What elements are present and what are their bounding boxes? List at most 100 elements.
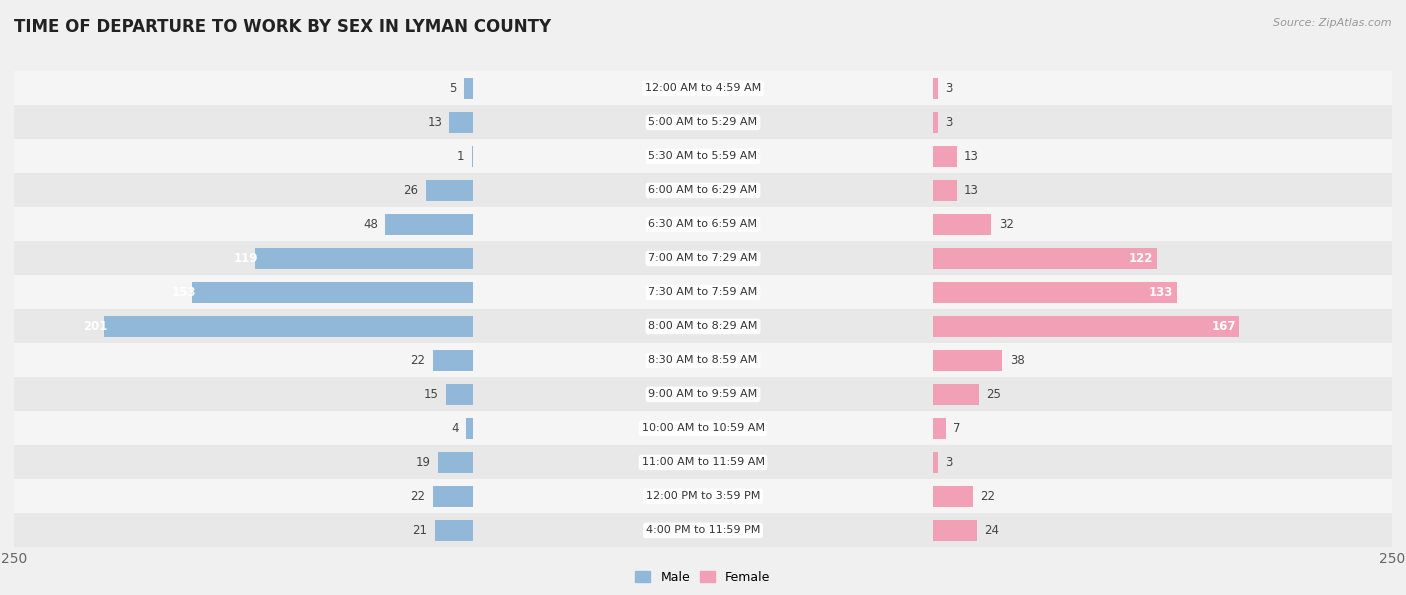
Bar <box>471 146 474 167</box>
Bar <box>932 513 1392 547</box>
Bar <box>932 486 973 506</box>
Bar <box>932 248 1157 268</box>
Bar <box>474 446 932 480</box>
Text: 153: 153 <box>172 286 195 299</box>
Bar <box>474 411 932 446</box>
Bar <box>932 377 1392 411</box>
Bar <box>446 384 474 405</box>
Bar <box>474 173 932 208</box>
Text: 22: 22 <box>411 354 426 367</box>
Text: 3: 3 <box>945 116 953 129</box>
Text: 3: 3 <box>945 82 953 95</box>
Text: 4:00 PM to 11:59 PM: 4:00 PM to 11:59 PM <box>645 525 761 536</box>
Text: 7:30 AM to 7:59 AM: 7:30 AM to 7:59 AM <box>648 287 758 298</box>
Bar <box>439 452 474 472</box>
Text: 7: 7 <box>953 422 960 435</box>
Text: 15: 15 <box>423 388 439 401</box>
Text: 201: 201 <box>83 320 108 333</box>
Bar <box>932 343 1392 377</box>
Bar <box>14 105 474 139</box>
Text: 167: 167 <box>1212 320 1236 333</box>
Bar <box>14 411 474 446</box>
Bar <box>474 275 932 309</box>
Bar <box>932 282 1177 303</box>
Bar <box>14 71 474 105</box>
Bar <box>104 316 474 337</box>
Bar <box>932 146 956 167</box>
Bar <box>14 208 474 242</box>
Text: 133: 133 <box>1149 286 1174 299</box>
Bar <box>14 309 474 343</box>
Bar <box>932 71 1392 105</box>
Bar <box>14 139 474 173</box>
Text: 5:30 AM to 5:59 AM: 5:30 AM to 5:59 AM <box>648 151 758 161</box>
Bar <box>932 411 1392 446</box>
Bar <box>474 309 932 343</box>
Bar <box>932 275 1392 309</box>
Bar <box>932 418 945 439</box>
Bar <box>433 350 474 371</box>
Bar <box>474 480 932 513</box>
Text: 9:00 AM to 9:59 AM: 9:00 AM to 9:59 AM <box>648 389 758 399</box>
Text: 26: 26 <box>404 184 418 197</box>
Bar <box>254 248 474 268</box>
Bar <box>474 343 932 377</box>
Text: 8:00 AM to 8:29 AM: 8:00 AM to 8:29 AM <box>648 321 758 331</box>
Bar <box>14 446 474 480</box>
Text: 3: 3 <box>945 456 953 469</box>
Bar <box>14 275 474 309</box>
Bar <box>932 452 938 472</box>
Bar <box>474 139 932 173</box>
Text: 21: 21 <box>412 524 427 537</box>
Bar <box>14 343 474 377</box>
Bar <box>14 377 474 411</box>
Bar <box>932 78 938 99</box>
Text: 8:30 AM to 8:59 AM: 8:30 AM to 8:59 AM <box>648 355 758 365</box>
Bar <box>932 112 938 133</box>
Bar <box>932 214 991 234</box>
Bar <box>474 208 932 242</box>
Text: 22: 22 <box>980 490 995 503</box>
Bar <box>932 350 1002 371</box>
Bar <box>474 105 932 139</box>
Text: 6:00 AM to 6:29 AM: 6:00 AM to 6:29 AM <box>648 186 758 195</box>
Bar <box>932 208 1392 242</box>
Bar <box>474 71 932 105</box>
Text: 12:00 AM to 4:59 AM: 12:00 AM to 4:59 AM <box>645 83 761 93</box>
Bar <box>932 309 1392 343</box>
Text: 19: 19 <box>416 456 432 469</box>
Bar <box>932 520 977 541</box>
Bar <box>474 242 932 275</box>
Text: 12:00 PM to 3:59 PM: 12:00 PM to 3:59 PM <box>645 491 761 502</box>
Text: 48: 48 <box>363 218 378 231</box>
Bar <box>433 486 474 506</box>
Bar <box>932 173 1392 208</box>
Bar <box>426 180 474 201</box>
Bar <box>932 242 1392 275</box>
Bar <box>474 377 932 411</box>
Text: 32: 32 <box>998 218 1014 231</box>
Bar <box>932 316 1240 337</box>
Text: 7:00 AM to 7:29 AM: 7:00 AM to 7:29 AM <box>648 253 758 264</box>
Bar <box>932 105 1392 139</box>
Text: 119: 119 <box>233 252 259 265</box>
Bar <box>14 242 474 275</box>
Bar <box>932 180 956 201</box>
Text: 11:00 AM to 11:59 AM: 11:00 AM to 11:59 AM <box>641 458 765 468</box>
Text: 24: 24 <box>984 524 1000 537</box>
Text: 25: 25 <box>986 388 1001 401</box>
Bar <box>465 418 474 439</box>
Text: TIME OF DEPARTURE TO WORK BY SEX IN LYMAN COUNTY: TIME OF DEPARTURE TO WORK BY SEX IN LYMA… <box>14 18 551 36</box>
Bar <box>385 214 474 234</box>
Text: 13: 13 <box>965 184 979 197</box>
Text: 38: 38 <box>1010 354 1025 367</box>
Text: 5: 5 <box>450 82 457 95</box>
Bar <box>932 139 1392 173</box>
Text: 4: 4 <box>451 422 458 435</box>
Bar <box>464 78 474 99</box>
Bar <box>450 112 474 133</box>
Text: 6:30 AM to 6:59 AM: 6:30 AM to 6:59 AM <box>648 220 758 230</box>
Bar <box>14 173 474 208</box>
Text: 22: 22 <box>411 490 426 503</box>
Bar <box>14 480 474 513</box>
